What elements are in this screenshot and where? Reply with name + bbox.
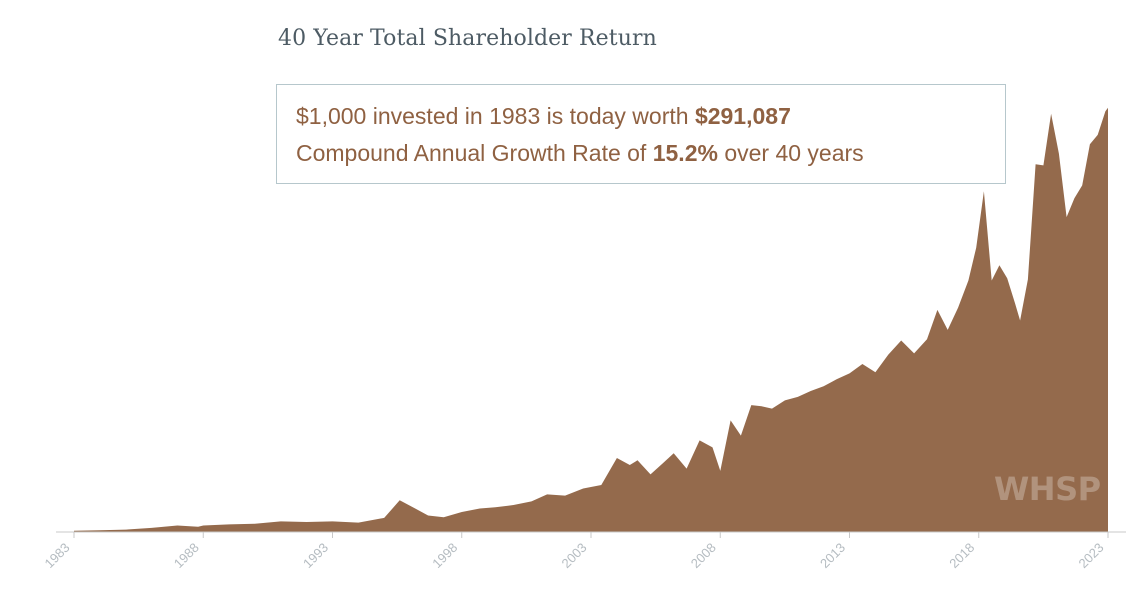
- chart-title: 40 Year Total Shareholder Return: [278, 26, 657, 51]
- x-tick-label-2008: 2008: [688, 540, 719, 571]
- callout-line2-suffix: over 40 years: [717, 140, 864, 166]
- x-tick-label-1993: 1993: [300, 540, 331, 571]
- x-tick-label-1988: 1988: [171, 540, 202, 571]
- callout-line-2: Compound Annual Growth Rate of 15.2% ove…: [296, 135, 1005, 172]
- return-area: [74, 107, 1108, 533]
- x-tick-label-2003: 2003: [558, 540, 589, 571]
- callout-cagr-value: 15.2%: [652, 140, 718, 166]
- x-tick-label-2023: 2023: [1075, 540, 1106, 571]
- whsp-watermark: WHSP: [994, 470, 1101, 508]
- callout-final-value: $291,087: [694, 103, 791, 129]
- callout-line2-prefix: Compound Annual Growth Rate of: [296, 140, 653, 166]
- callout-line1-prefix: $1,000 invested in 1983 is today worth: [296, 103, 695, 129]
- callout-line-1: $1,000 invested in 1983 is today worth $…: [296, 98, 1005, 135]
- x-tick-label-1998: 1998: [429, 540, 460, 571]
- x-tick-label-2013: 2013: [817, 540, 848, 571]
- x-tick-label-2018: 2018: [946, 540, 977, 571]
- callout-box: $1,000 invested in 1983 is today worth $…: [276, 84, 1006, 184]
- x-tick-label-1983: 1983: [41, 540, 72, 571]
